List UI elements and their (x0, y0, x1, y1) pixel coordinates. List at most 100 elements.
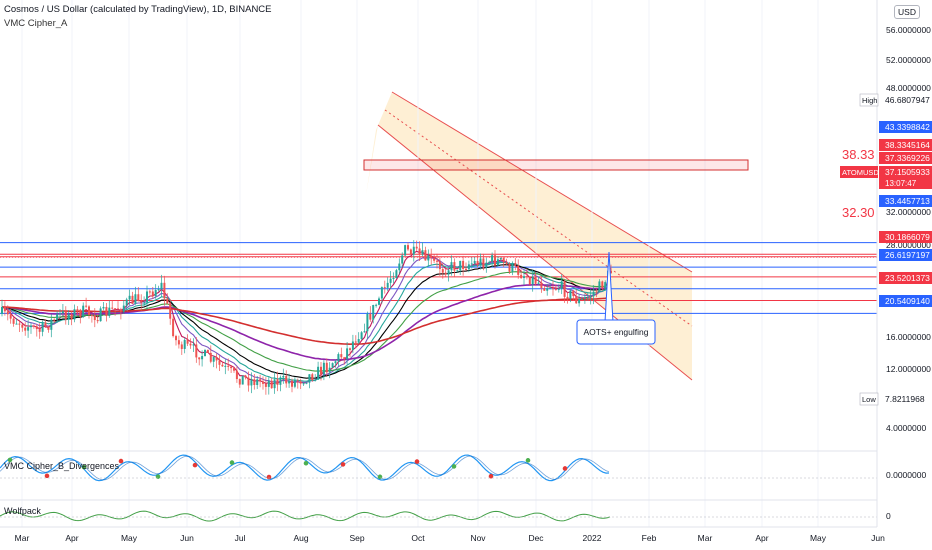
candle[interactable] (389, 278, 392, 283)
candle[interactable] (146, 291, 148, 303)
candle[interactable] (148, 291, 151, 293)
candle[interactable] (421, 250, 424, 255)
candle[interactable] (293, 380, 296, 387)
candle[interactable] (137, 294, 140, 302)
candle[interactable] (125, 299, 128, 306)
candle[interactable] (38, 329, 41, 332)
candle[interactable] (331, 363, 334, 368)
candle[interactable] (485, 262, 488, 268)
candle[interactable] (305, 382, 308, 384)
candle[interactable] (520, 274, 523, 279)
candle[interactable] (340, 354, 343, 358)
candle[interactable] (114, 308, 117, 310)
candle[interactable] (560, 281, 563, 289)
candle[interactable] (96, 320, 99, 322)
candle[interactable] (6, 311, 9, 315)
candle[interactable] (131, 295, 134, 304)
candle[interactable] (88, 306, 90, 315)
candle[interactable] (444, 272, 447, 275)
candle[interactable] (427, 255, 430, 261)
candle[interactable] (311, 374, 314, 381)
candle[interactable] (505, 262, 508, 265)
candle[interactable] (140, 301, 143, 303)
candle[interactable] (459, 260, 462, 271)
candle[interactable] (407, 245, 409, 250)
wolfpack-pane-label[interactable]: Wolfpack (4, 506, 41, 516)
candle[interactable] (415, 246, 418, 249)
candle[interactable] (192, 344, 195, 346)
candle[interactable] (221, 364, 224, 367)
candle[interactable] (27, 327, 30, 331)
candle[interactable] (581, 298, 583, 300)
candle[interactable] (525, 276, 528, 278)
candle[interactable] (482, 258, 485, 268)
candle[interactable] (175, 336, 177, 341)
candle[interactable] (601, 281, 604, 289)
candle[interactable] (204, 350, 206, 357)
moving-average-line[interactable] (1, 250, 612, 386)
candle[interactable] (589, 296, 592, 298)
candle[interactable] (357, 339, 360, 343)
callout-box[interactable] (576, 319, 656, 345)
candle[interactable] (502, 257, 505, 263)
candle[interactable] (398, 263, 401, 271)
candle[interactable] (15, 323, 18, 325)
candle[interactable] (169, 303, 172, 319)
candle[interactable] (395, 270, 398, 279)
candle[interactable] (499, 257, 502, 260)
candle[interactable] (554, 288, 557, 290)
candle[interactable] (1, 307, 3, 315)
candle[interactable] (424, 250, 427, 261)
candle[interactable] (401, 255, 404, 264)
candle[interactable] (296, 380, 299, 382)
candle[interactable] (241, 375, 244, 385)
candle[interactable] (259, 379, 262, 382)
candle[interactable] (479, 258, 482, 266)
currency-button[interactable]: USD (894, 5, 920, 19)
candle[interactable] (366, 313, 369, 332)
candle[interactable] (172, 318, 175, 337)
candle[interactable] (546, 288, 549, 291)
candle[interactable] (53, 319, 56, 321)
candle[interactable] (369, 313, 372, 320)
candle[interactable] (320, 366, 322, 375)
candle[interactable] (64, 311, 67, 320)
candle[interactable] (450, 262, 453, 271)
candle[interactable] (488, 261, 491, 263)
candle[interactable] (569, 290, 572, 299)
candle[interactable] (598, 281, 601, 293)
candle[interactable] (523, 276, 525, 279)
candle[interactable] (557, 288, 560, 290)
candle[interactable] (412, 246, 415, 255)
candle[interactable] (151, 291, 154, 297)
candle[interactable] (351, 341, 354, 350)
candle[interactable] (288, 380, 291, 384)
candle[interactable] (166, 298, 169, 304)
candle[interactable] (375, 304, 378, 306)
candle[interactable] (230, 366, 233, 369)
candle[interactable] (308, 374, 311, 383)
candle[interactable] (177, 340, 180, 345)
candle[interactable] (349, 348, 351, 350)
candle[interactable] (76, 309, 79, 311)
resistance-zone[interactable] (363, 159, 749, 171)
candle[interactable] (44, 322, 47, 327)
candle[interactable] (212, 357, 215, 362)
candle[interactable] (264, 383, 267, 387)
candle[interactable] (209, 352, 212, 362)
candle[interactable] (99, 308, 102, 322)
candle[interactable] (314, 379, 317, 381)
candle[interactable] (12, 318, 15, 324)
candle[interactable] (276, 379, 279, 385)
candle[interactable] (491, 255, 494, 262)
candle[interactable] (143, 302, 146, 304)
candle[interactable] (537, 282, 540, 284)
candle[interactable] (180, 344, 183, 349)
candle[interactable] (253, 379, 256, 385)
candle[interactable] (328, 367, 331, 373)
candle[interactable] (514, 262, 517, 266)
candle[interactable] (24, 327, 27, 331)
candle[interactable] (163, 282, 166, 299)
candle[interactable] (372, 304, 375, 320)
